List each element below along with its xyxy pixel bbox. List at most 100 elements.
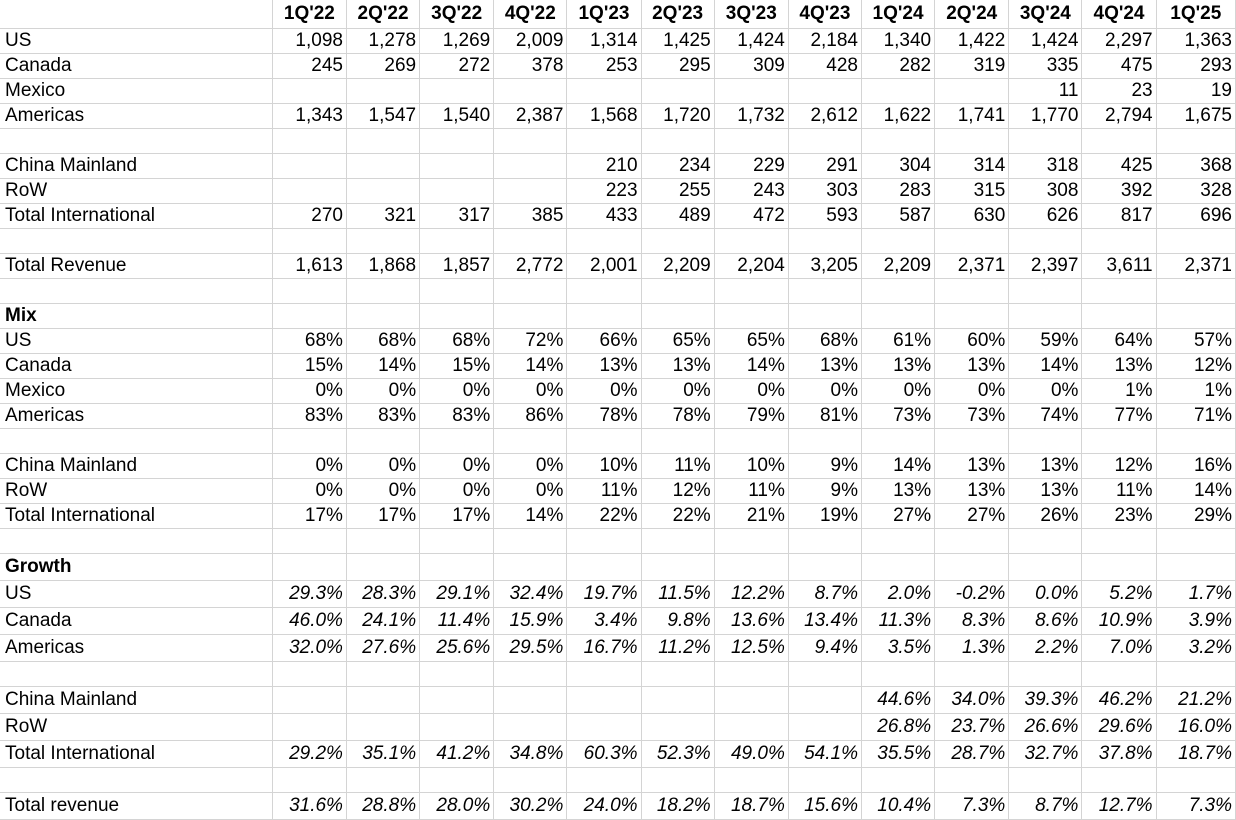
value-cell[interactable]: 1,363: [1156, 28, 1236, 54]
empty-cell[interactable]: [0, 228, 273, 254]
value-cell[interactable]: 28.8%: [346, 792, 421, 820]
value-cell[interactable]: 1,098: [272, 28, 347, 54]
value-cell[interactable]: 475: [1081, 53, 1157, 79]
column-header[interactable]: 2Q'22: [346, 0, 421, 29]
value-cell[interactable]: 29%: [1156, 503, 1236, 529]
value-cell[interactable]: 314: [934, 153, 1010, 179]
value-cell[interactable]: 41.2%: [419, 740, 495, 768]
empty-cell[interactable]: [1008, 128, 1083, 154]
value-cell[interactable]: 68%: [346, 328, 421, 354]
value-cell[interactable]: 587: [861, 203, 936, 229]
value-cell[interactable]: [272, 686, 347, 714]
value-cell[interactable]: 24.0%: [566, 792, 642, 820]
empty-cell[interactable]: [419, 553, 495, 581]
empty-cell[interactable]: [566, 228, 642, 254]
value-cell[interactable]: 321: [346, 203, 421, 229]
value-cell[interactable]: 13%: [861, 478, 936, 504]
column-header[interactable]: 3Q'22: [419, 0, 495, 29]
value-cell[interactable]: 2,794: [1081, 103, 1157, 129]
value-cell[interactable]: 291: [788, 153, 862, 179]
empty-cell[interactable]: [346, 553, 421, 581]
empty-cell[interactable]: [641, 228, 715, 254]
empty-cell[interactable]: [346, 128, 421, 154]
row-label[interactable]: Total International: [0, 503, 273, 529]
empty-cell[interactable]: [1008, 528, 1083, 554]
empty-cell[interactable]: [934, 767, 1010, 793]
value-cell[interactable]: 64%: [1081, 328, 1157, 354]
value-cell[interactable]: 3.4%: [566, 607, 642, 635]
value-cell[interactable]: 255: [641, 178, 715, 204]
value-cell[interactable]: 2,204: [714, 253, 789, 279]
value-cell[interactable]: [641, 713, 715, 741]
value-cell[interactable]: [566, 686, 642, 714]
empty-cell[interactable]: [272, 553, 347, 581]
value-cell[interactable]: 54.1%: [788, 740, 862, 768]
column-header[interactable]: 1Q'23: [566, 0, 642, 29]
empty-cell[interactable]: [714, 278, 789, 304]
value-cell[interactable]: 3.2%: [1156, 634, 1236, 662]
value-cell[interactable]: 1,424: [714, 28, 789, 54]
empty-cell[interactable]: [641, 303, 715, 329]
value-cell[interactable]: 425: [1081, 153, 1157, 179]
value-cell[interactable]: 16.0%: [1156, 713, 1236, 741]
value-cell[interactable]: 0%: [788, 378, 862, 404]
value-cell[interactable]: 10%: [566, 453, 642, 479]
value-cell[interactable]: 1,613: [272, 253, 347, 279]
column-header[interactable]: 3Q'24: [1008, 0, 1083, 29]
column-header[interactable]: 4Q'24: [1081, 0, 1157, 29]
value-cell[interactable]: [641, 78, 715, 104]
value-cell[interactable]: 1,425: [641, 28, 715, 54]
value-cell[interactable]: 0%: [934, 378, 1010, 404]
value-cell[interactable]: 11%: [714, 478, 789, 504]
value-cell[interactable]: 210: [566, 153, 642, 179]
empty-cell[interactable]: [419, 303, 495, 329]
value-cell[interactable]: 9.4%: [788, 634, 862, 662]
row-label[interactable]: Canada: [0, 353, 273, 379]
value-cell[interactable]: 5.2%: [1081, 580, 1157, 608]
empty-cell[interactable]: [419, 228, 495, 254]
value-cell[interactable]: 308: [1008, 178, 1083, 204]
column-header[interactable]: 1Q'22: [272, 0, 347, 29]
value-cell[interactable]: 65%: [641, 328, 715, 354]
empty-cell[interactable]: [714, 528, 789, 554]
column-header[interactable]: 1Q'25: [1156, 0, 1236, 29]
value-cell[interactable]: 0%: [1008, 378, 1083, 404]
empty-cell[interactable]: [419, 128, 495, 154]
value-cell[interactable]: 31.6%: [272, 792, 347, 820]
empty-cell[interactable]: [861, 278, 936, 304]
value-cell[interactable]: 245: [272, 53, 347, 79]
value-cell[interactable]: 0%: [861, 378, 936, 404]
empty-cell[interactable]: [1008, 553, 1083, 581]
value-cell[interactable]: 1.3%: [934, 634, 1010, 662]
empty-cell[interactable]: [493, 278, 568, 304]
value-cell[interactable]: 29.5%: [493, 634, 568, 662]
column-header[interactable]: 4Q'23: [788, 0, 862, 29]
value-cell[interactable]: 49.0%: [714, 740, 789, 768]
value-cell[interactable]: 77%: [1081, 403, 1157, 429]
value-cell[interactable]: 1,424: [1008, 28, 1083, 54]
value-cell[interactable]: 1%: [1156, 378, 1236, 404]
value-cell[interactable]: 72%: [493, 328, 568, 354]
value-cell[interactable]: 1,857: [419, 253, 495, 279]
value-cell[interactable]: 7.3%: [934, 792, 1010, 820]
empty-cell[interactable]: [1008, 278, 1083, 304]
value-cell[interactable]: [493, 686, 568, 714]
value-cell[interactable]: [493, 178, 568, 204]
value-cell[interactable]: 2,387: [493, 103, 568, 129]
value-cell[interactable]: 315: [934, 178, 1010, 204]
empty-cell[interactable]: [1008, 228, 1083, 254]
value-cell[interactable]: [419, 713, 495, 741]
value-cell[interactable]: 23: [1081, 78, 1157, 104]
value-cell[interactable]: 18.7%: [1156, 740, 1236, 768]
empty-cell[interactable]: [641, 661, 715, 687]
empty-cell[interactable]: [272, 528, 347, 554]
empty-cell[interactable]: [419, 528, 495, 554]
value-cell[interactable]: 11: [1008, 78, 1083, 104]
value-cell[interactable]: 22%: [566, 503, 642, 529]
value-cell[interactable]: 1,314: [566, 28, 642, 54]
section-title[interactable]: Growth: [0, 553, 273, 581]
empty-cell[interactable]: [272, 428, 347, 454]
value-cell[interactable]: 27%: [861, 503, 936, 529]
value-cell[interactable]: 11.5%: [641, 580, 715, 608]
value-cell[interactable]: 9.8%: [641, 607, 715, 635]
